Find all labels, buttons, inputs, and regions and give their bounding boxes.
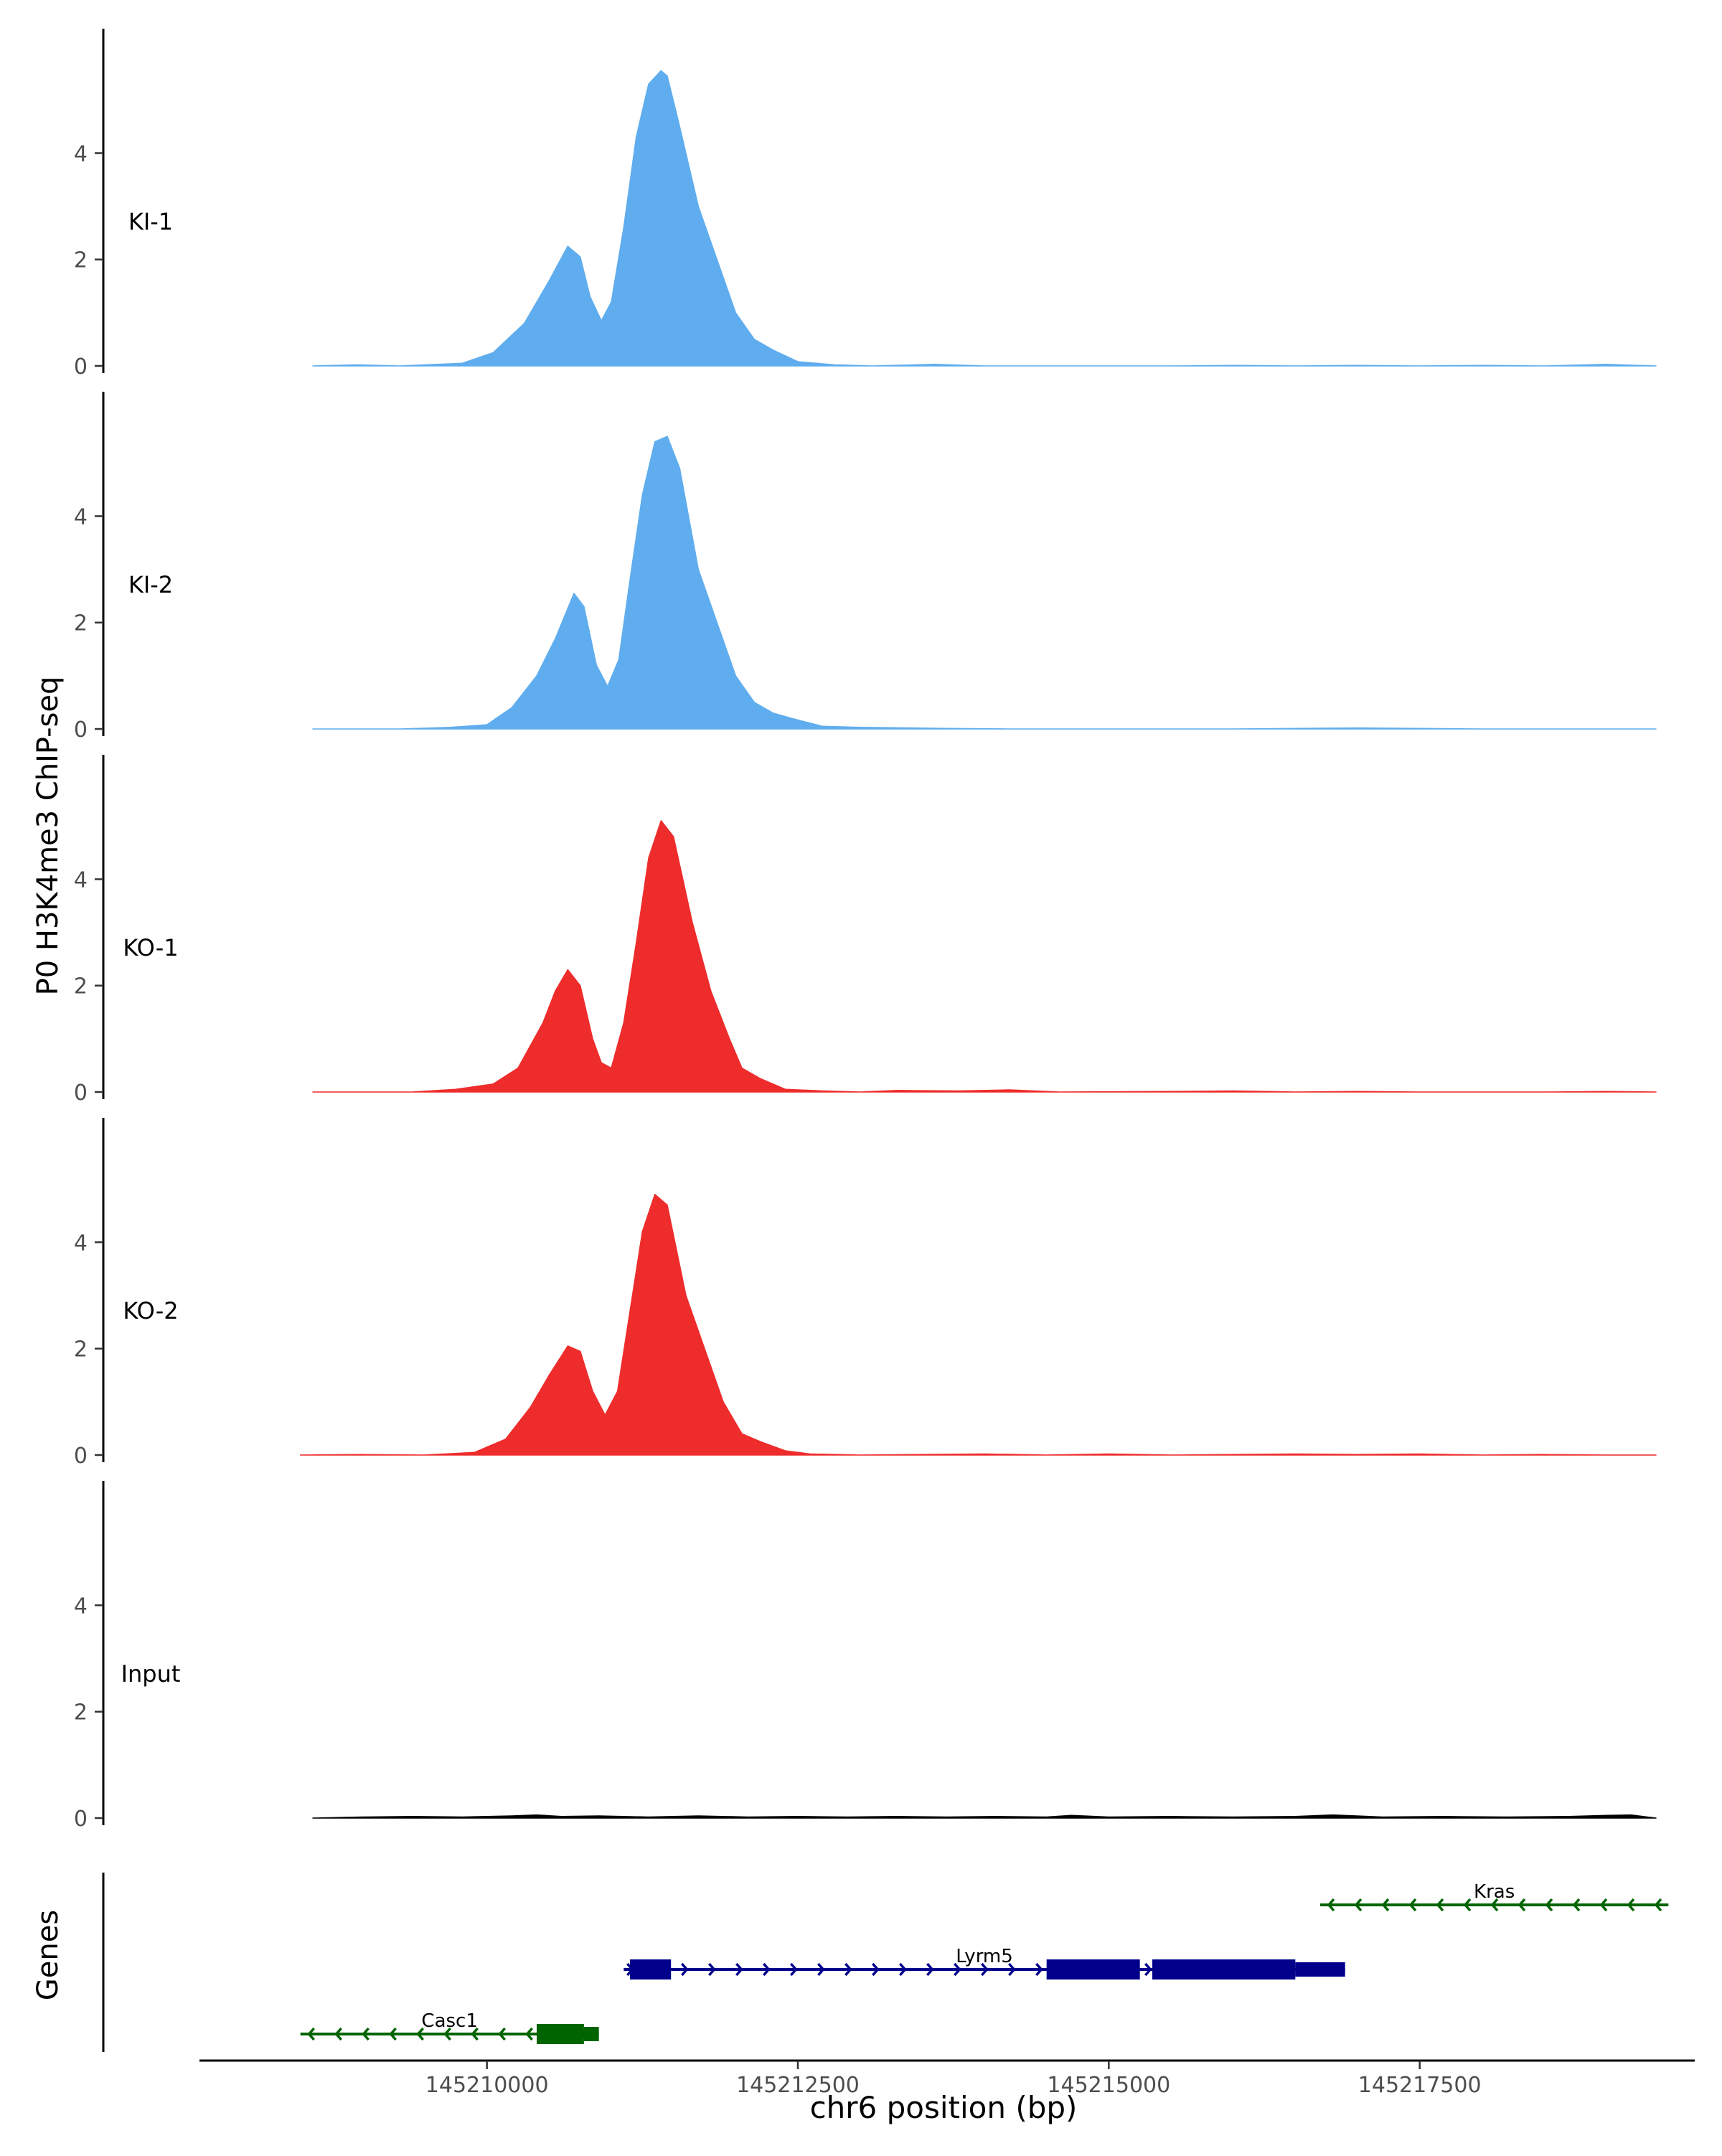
strand-arrow bbox=[525, 2027, 533, 2041]
genes-axis-label: Genes bbox=[32, 1910, 65, 2000]
y-tick-label: 4 bbox=[74, 504, 88, 529]
exon bbox=[583, 2027, 599, 2041]
area-ko-2 bbox=[299, 1193, 1657, 1456]
exon bbox=[1152, 1959, 1296, 1980]
track-ko-2: 0 2 4 KO-2 bbox=[74, 1118, 1657, 1469]
x-axis: 145210000 145212500 145215000 145217500 bbox=[199, 2059, 1695, 2098]
track-label: KI-1 bbox=[128, 208, 173, 235]
y-tick-label: 4 bbox=[74, 1230, 88, 1256]
strand-arrow bbox=[498, 2027, 506, 2041]
x-tick-label: 145212500 bbox=[736, 2073, 860, 2098]
exon bbox=[537, 2024, 584, 2044]
y-tick-label: 0 bbox=[74, 354, 88, 380]
y-tick-label: 0 bbox=[74, 717, 88, 743]
strand-arrow bbox=[334, 2027, 342, 2041]
strand-arrow bbox=[307, 2027, 315, 2041]
strand-arrow bbox=[926, 1962, 934, 1977]
gene-label: Casc1 bbox=[421, 2010, 477, 2032]
strand-arrow bbox=[708, 1962, 716, 1977]
x-tick-label: 145210000 bbox=[425, 2073, 549, 2098]
strand-arrow bbox=[1354, 1898, 1363, 1912]
strand-arrow bbox=[981, 1962, 989, 1977]
strand-arrow bbox=[1408, 1898, 1417, 1912]
strand-arrow bbox=[1327, 1898, 1335, 1912]
gene-label: Lyrm5 bbox=[956, 1946, 1013, 1967]
strand-arrow bbox=[1599, 1898, 1608, 1912]
y-tick-label: 0 bbox=[74, 1807, 88, 1832]
y-tick-label: 2 bbox=[74, 1337, 88, 1362]
strand-arrow bbox=[471, 2027, 479, 2041]
y-tick-label: 2 bbox=[74, 974, 88, 999]
strand-arrow bbox=[362, 2027, 370, 2041]
y-tick-label: 0 bbox=[74, 1081, 88, 1106]
x-axis-label: chr6 position (bp) bbox=[810, 2090, 1078, 2125]
strand-arrow bbox=[763, 1962, 771, 1977]
track-ki-1: 0 2 4 KI-1 bbox=[74, 29, 1657, 380]
strand-arrow bbox=[899, 1962, 907, 1977]
gene-kras: Kras bbox=[1320, 1881, 1669, 1912]
track-ko-1: 0 2 4 KO-1 bbox=[74, 755, 1657, 1106]
track-label: KO-2 bbox=[123, 1297, 178, 1324]
strand-arrow bbox=[1144, 1962, 1152, 1977]
track-label: Input bbox=[121, 1660, 181, 1687]
strand-arrow bbox=[817, 1962, 825, 1977]
strand-arrow bbox=[790, 1962, 798, 1977]
track-input: 0 2 4 Input bbox=[74, 1481, 1657, 1832]
gene-casc1: Casc1 bbox=[300, 2010, 599, 2044]
track-label: KI-2 bbox=[128, 571, 173, 598]
y-tick-label: 2 bbox=[74, 611, 88, 636]
gene-lyrm5: Lyrm5 bbox=[624, 1946, 1345, 1980]
track-ki-2: 0 2 4 KI-2 bbox=[74, 392, 1657, 743]
exon bbox=[630, 1959, 672, 1980]
strand-arrow bbox=[872, 1962, 880, 1977]
strand-arrow bbox=[416, 2027, 424, 2041]
strand-arrow bbox=[1463, 1898, 1472, 1912]
area-ko-1 bbox=[312, 820, 1657, 1093]
exon bbox=[1295, 1962, 1345, 1977]
strand-arrow bbox=[954, 1962, 961, 1977]
x-tick-label: 145215000 bbox=[1047, 2073, 1170, 2098]
strand-arrow bbox=[1654, 1898, 1662, 1912]
strand-arrow bbox=[681, 1962, 689, 1977]
exon bbox=[1046, 1959, 1140, 1980]
y-tick-label: 2 bbox=[74, 1700, 88, 1726]
strand-arrow bbox=[1545, 1898, 1553, 1912]
strand-arrow bbox=[1436, 1898, 1444, 1912]
tracks-layer: 0 2 4 KI-1 0 2 4 KI-2 0 2 4 KO-1 0 2 4 KO-2 0 2 4 Input bbox=[74, 29, 1657, 1832]
strand-arrow bbox=[1035, 1962, 1043, 1977]
strand-arrow bbox=[389, 2027, 397, 2041]
y-tick-label: 4 bbox=[74, 867, 88, 893]
genes-layer: Kras Lyrm5 Casc1 bbox=[102, 1873, 1669, 2052]
gene-label: Kras bbox=[1474, 1881, 1515, 1903]
area-ki-2 bbox=[312, 436, 1657, 730]
strand-arrow bbox=[1490, 1898, 1499, 1912]
strand-arrow bbox=[1572, 1898, 1581, 1912]
area-ki-1 bbox=[312, 70, 1657, 367]
y-tick-label: 2 bbox=[74, 248, 88, 273]
strand-arrow bbox=[1008, 1962, 1016, 1977]
y-tick-label: 0 bbox=[74, 1444, 88, 1469]
area-input bbox=[312, 1814, 1657, 1819]
y-tick-label: 4 bbox=[74, 1594, 88, 1619]
strand-arrow bbox=[1518, 1898, 1526, 1912]
strand-arrow bbox=[443, 2027, 451, 2041]
y-axis-label: P0 H3K4me3 ChIP-seq bbox=[32, 677, 65, 996]
track-label: KO-1 bbox=[123, 934, 178, 961]
strand-arrow bbox=[1627, 1898, 1635, 1912]
x-tick-label: 145217500 bbox=[1358, 2073, 1482, 2098]
strand-arrow bbox=[735, 1962, 743, 1977]
strand-arrow bbox=[844, 1962, 852, 1977]
y-tick-label: 4 bbox=[74, 141, 88, 166]
strand-arrow bbox=[1381, 1898, 1390, 1912]
